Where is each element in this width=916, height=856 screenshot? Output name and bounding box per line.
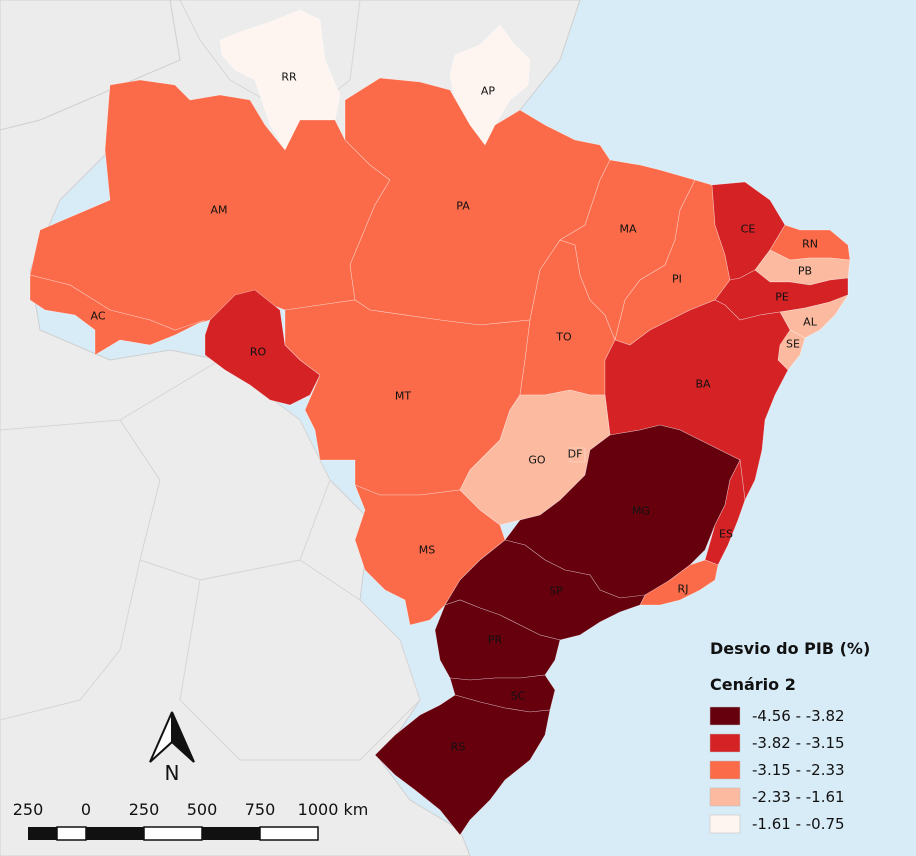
scale-label-1: 0 [81,800,91,819]
label-RO: RO [250,346,267,359]
north-arrow-right-half [171,711,195,763]
label-RN: RN [802,238,818,251]
legend-swatch-4 [709,814,741,834]
north-arrow-label: N [165,761,180,785]
label-MA: MA [619,223,636,236]
label-RJ: RJ [678,583,689,596]
label-CE: CE [741,223,756,236]
label-PE: PE [775,291,789,304]
label-PA: PA [456,200,470,213]
scale-seg [28,827,57,840]
legend-label-4: -1.61 - -0.75 [752,815,845,833]
legend-swatch-0 [709,706,741,726]
state-DF [569,447,586,463]
label-SP: SP [549,585,563,598]
scale-seg [56,826,87,841]
label-PB: PB [798,265,812,278]
scale-label-3: 500 [187,800,218,819]
label-DF: DF [568,448,583,461]
scale-seg [143,826,203,841]
legend-label-1: -3.82 - -3.15 [752,734,845,752]
label-MS: MS [419,544,435,557]
label-AP: AP [481,85,496,98]
scale-seg [202,827,260,840]
legend-subtitle: Cenário 2 [710,675,796,694]
scale-bar: 250 0 250 500 750 1000 km [13,800,369,841]
label-RR: RR [281,71,297,84]
scale-seg [259,826,319,841]
scale-seg [86,827,144,840]
north-arrow: N [149,711,195,785]
label-SE: SE [786,338,800,351]
scale-label-4: 750 [245,800,276,819]
label-AC: AC [90,310,105,323]
label-AM: AM [210,204,227,217]
scale-label-0: 250 [13,800,44,819]
label-PI: PI [672,273,682,286]
legend-label-2: -3.15 - -2.33 [752,761,845,779]
label-MG: MG [632,505,650,518]
state-RO [204,289,321,406]
scale-label-5: 1000 km [298,800,369,819]
brazil-states [29,9,851,836]
label-ES: ES [719,528,733,541]
neighbor-countries [0,0,581,856]
label-GO: GO [528,454,546,467]
legend-title: Desvio do PIB (%) [710,639,870,658]
legend-label-0: -4.56 - -3.82 [752,707,845,725]
label-SC: SC [511,690,526,703]
state-RS [374,694,551,836]
label-RS: RS [451,741,466,754]
scale-label-2: 250 [129,800,160,819]
state-labels: RR AP AM PA AC RO MT TO MA PI CE RN PB P… [90,71,817,754]
legend-swatch-2 [709,760,741,780]
label-MT: MT [395,390,411,403]
label-PR: PR [488,634,503,647]
state-AC [29,274,206,356]
legend-label-3: -2.33 - -1.61 [752,788,845,806]
label-AL: AL [803,316,818,329]
legend-swatch-3 [709,787,741,807]
legend: Desvio do PIB (%) Cenário 2 -4.56 - -3.8… [709,639,870,834]
label-BA: BA [695,378,711,391]
state-PR [434,599,561,681]
label-TO: TO [555,331,572,344]
legend-swatch-1 [709,733,741,753]
